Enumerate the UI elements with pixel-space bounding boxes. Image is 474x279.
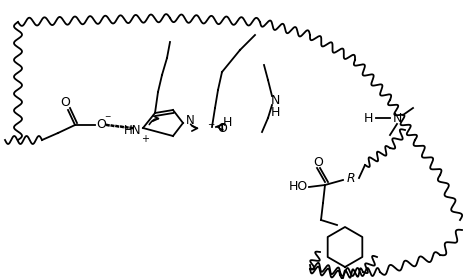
Text: H: H xyxy=(270,105,280,119)
Text: H: H xyxy=(222,116,232,129)
Text: $^-$O: $^-$O xyxy=(206,121,228,134)
Text: HO: HO xyxy=(288,181,308,194)
Text: O: O xyxy=(96,119,106,131)
Text: R: R xyxy=(346,172,356,184)
Text: HN: HN xyxy=(124,124,141,136)
Text: O: O xyxy=(313,155,323,169)
Text: N: N xyxy=(186,114,195,128)
Text: H: H xyxy=(363,112,373,124)
Text: $^-$: $^-$ xyxy=(103,114,113,124)
Text: N: N xyxy=(392,112,401,124)
Text: O: O xyxy=(60,97,70,109)
Text: $+$: $+$ xyxy=(141,133,151,143)
Text: N: N xyxy=(270,93,280,107)
